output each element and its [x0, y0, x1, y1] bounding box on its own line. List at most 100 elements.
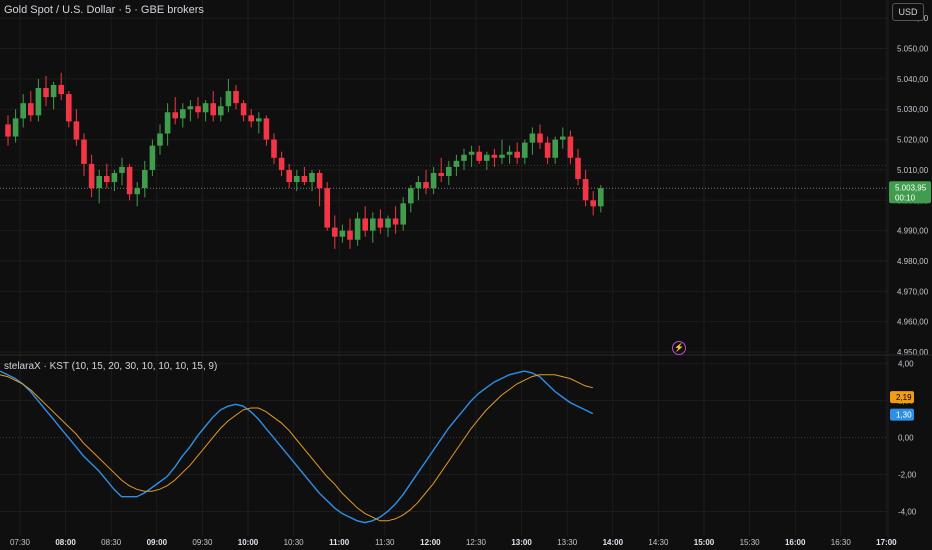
candle-body [66, 94, 72, 122]
lightning-icon[interactable]: ⚡ [672, 341, 686, 355]
price-badge-countdown: 00:10 [895, 193, 916, 202]
candle-body [446, 166, 452, 176]
candle-body [202, 103, 209, 113]
time-tick-label: 16:00 [785, 538, 806, 547]
candle-body [195, 106, 201, 113]
indicator-tick-label: 0,00 [898, 434, 914, 443]
candle-body [126, 166, 133, 195]
candle-body [225, 91, 232, 107]
candle-body [187, 106, 194, 110]
time-tick-label: 12:30 [466, 538, 487, 547]
time-tick-label: 15:00 [694, 538, 715, 547]
candle-body [552, 139, 558, 158]
time-tick-label: 08:00 [55, 538, 76, 547]
candle-body [35, 88, 42, 116]
indicator-tick-label: -4,00 [898, 508, 917, 517]
candle-body [180, 109, 186, 119]
candle-body [408, 188, 414, 204]
candle-body [461, 154, 467, 161]
candle-body [294, 176, 300, 183]
time-tick-label: 09:00 [147, 538, 168, 547]
indicator-title: stelaraX · KST (10, 15, 20, 30, 10, 10, … [4, 361, 218, 372]
candle-body [377, 218, 384, 228]
price-tick-label: 4.950,00 [897, 348, 929, 357]
time-tick-label: 12:00 [420, 538, 441, 547]
candle-body [522, 142, 528, 158]
candle-body [142, 169, 148, 189]
candle-body [28, 103, 34, 116]
candle-body [43, 88, 49, 98]
time-tick-label: 13:00 [511, 538, 532, 547]
candle-body [392, 218, 399, 225]
candle-body [12, 118, 19, 137]
candle-body [301, 176, 308, 183]
candle-body [567, 136, 574, 158]
candle-body [415, 182, 422, 189]
candle-body [575, 157, 581, 180]
price-tick-label: 4.980,00 [897, 257, 929, 266]
candle-body [309, 172, 315, 183]
candle-body [582, 179, 589, 201]
candle-body [96, 176, 102, 189]
candle-body [514, 151, 520, 158]
candle-body [324, 188, 330, 228]
candle-body [430, 172, 437, 189]
time-tick-label: 10:00 [238, 538, 259, 547]
time-tick-label: 09:30 [192, 538, 213, 547]
candle-body [529, 133, 536, 143]
candle-body [278, 157, 285, 170]
price-tick-label: 5.010,00 [897, 166, 929, 175]
price-tick-label: 4.990,00 [897, 227, 929, 236]
time-tick-label: 11:00 [329, 538, 350, 547]
price-tick-label: 5.030,00 [897, 105, 929, 114]
indicator-tick-label: 4,00 [898, 360, 914, 369]
candle-body [506, 151, 513, 155]
candle-body [134, 188, 140, 195]
kst-line [0, 370, 594, 524]
candle-body [544, 142, 551, 158]
candle-body [491, 154, 498, 158]
time-tick-label: 14:30 [648, 538, 669, 547]
candle-body [476, 151, 482, 161]
price-tick-label: 5.040,00 [897, 75, 929, 84]
candle-body [58, 84, 64, 95]
candle-body [332, 227, 338, 237]
candle-body [438, 172, 444, 176]
candle-body [240, 103, 247, 116]
candle-body [468, 151, 475, 155]
candle-body [453, 160, 460, 167]
candle-body [164, 112, 171, 134]
candle-body [5, 124, 11, 137]
candle-body [210, 103, 216, 116]
kst-badge [890, 408, 914, 421]
candle-body [218, 106, 224, 116]
signal-badge [890, 391, 914, 404]
price-badge-value: 5.003,95 [895, 183, 927, 192]
candle-body [233, 91, 239, 104]
time-tick-label: 14:00 [603, 538, 624, 547]
candle-body [560, 136, 566, 140]
price-tick-label: 4.970,00 [897, 287, 929, 296]
signal-line [0, 374, 593, 522]
candle-body [400, 203, 406, 225]
candle-body [119, 166, 125, 173]
candle-body [590, 200, 596, 207]
time-tick-label: 07:30 [10, 538, 31, 547]
candle-body [370, 218, 376, 231]
time-tick-label: 11:30 [375, 538, 395, 547]
time-tick-label: 15:30 [740, 538, 761, 547]
candle-body [598, 188, 604, 207]
currency-button[interactable]: USD [892, 3, 924, 21]
candle-body [354, 218, 361, 240]
candle-body [499, 154, 505, 158]
kst-badge-value: 1,30 [896, 411, 912, 420]
candle-body [149, 145, 156, 170]
candle-body [263, 118, 270, 140]
candle-body [484, 154, 490, 161]
candle-body [157, 133, 163, 146]
candle-body [286, 169, 292, 183]
candle-body [385, 218, 391, 228]
candle-body [256, 118, 262, 122]
time-tick-label: 10:30 [284, 538, 305, 547]
